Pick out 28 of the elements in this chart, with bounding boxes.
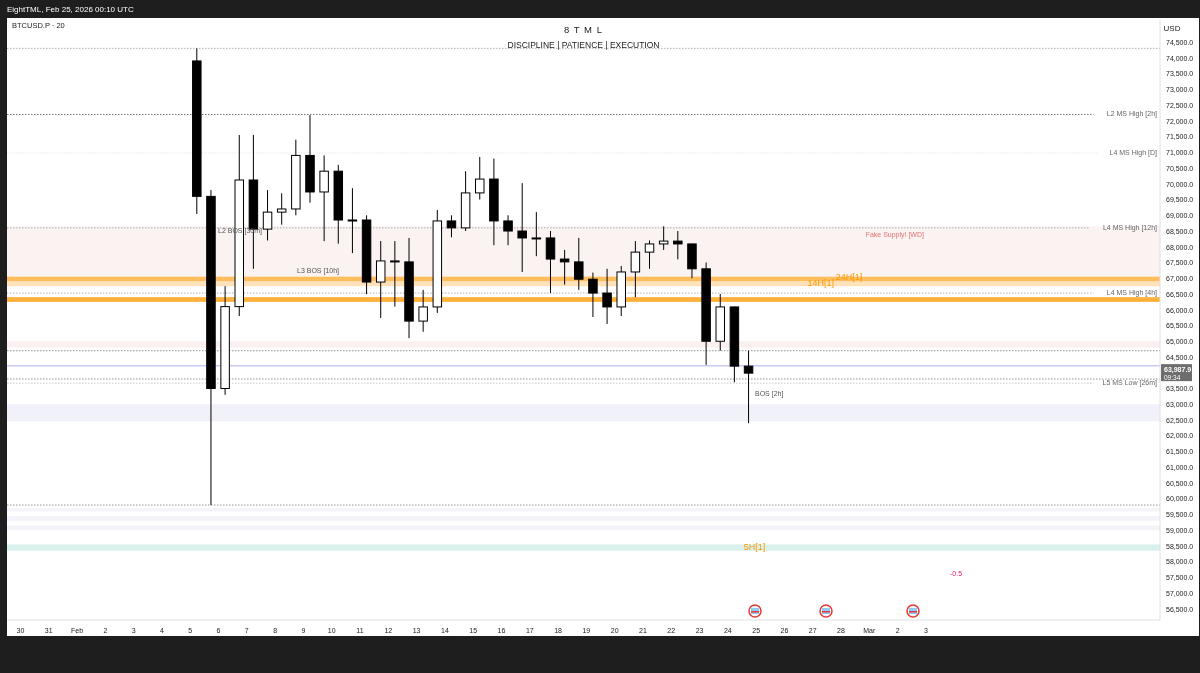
candlestick (559, 249, 570, 286)
candlestick (644, 239, 655, 270)
candlestick (602, 268, 612, 325)
candlestick (375, 240, 386, 319)
y-axis-title: USD (1163, 24, 1181, 33)
text: DISCIPLINE | PATIENCE | EXECUTION (507, 40, 660, 50)
candlestick (446, 214, 457, 238)
candlestick (262, 189, 273, 241)
annotation: 14H[1] (807, 277, 835, 288)
text: EightTML, Feb 25, 2026 00:10 UTC (7, 5, 134, 14)
candlestick (418, 289, 428, 333)
annotation: 5H[1] (743, 541, 766, 552)
candlestick (347, 187, 358, 254)
candlestick (574, 237, 584, 291)
candlestick (475, 156, 485, 201)
chart-title: 8 T M L (564, 24, 603, 35)
candlestick (630, 240, 641, 298)
candlestick (531, 211, 542, 257)
candlestick (390, 240, 400, 308)
candlestick (545, 230, 556, 294)
candlestick (673, 230, 683, 260)
candlestick (588, 272, 598, 318)
candlestick (503, 214, 513, 246)
candlestick (517, 182, 527, 273)
candlestick (319, 154, 329, 242)
candlestick (658, 225, 669, 251)
candlestick (743, 350, 754, 424)
candlestick (276, 192, 287, 226)
